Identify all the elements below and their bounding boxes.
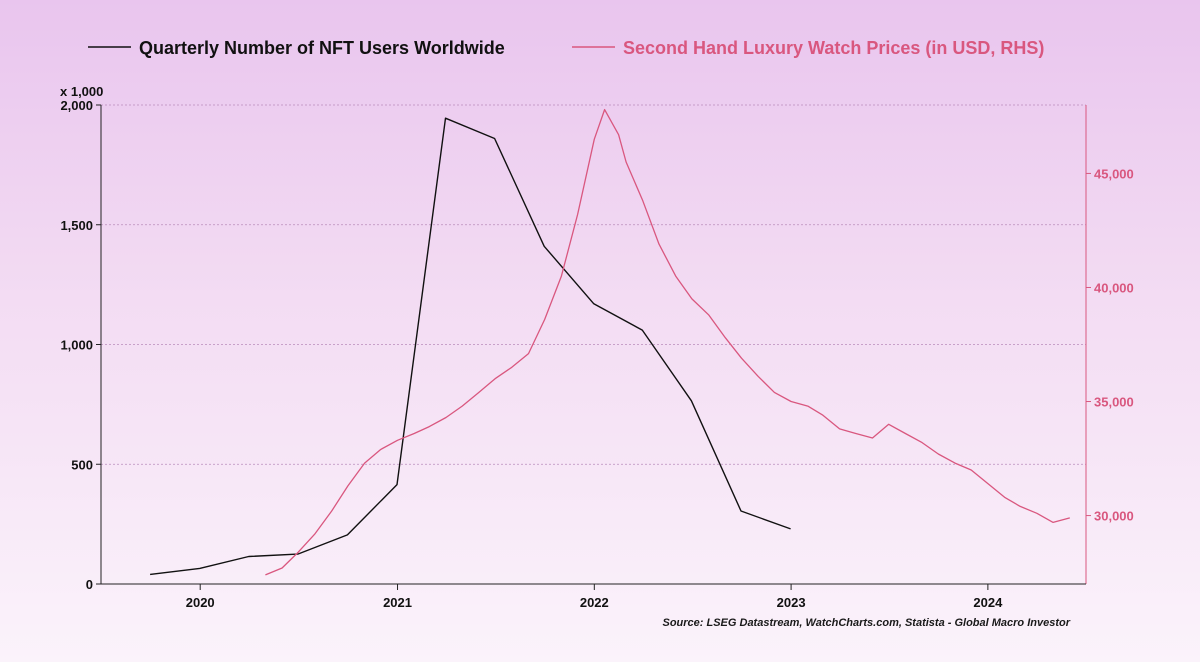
right-axis-tick-label: 40,000 <box>1094 280 1134 295</box>
series-lines <box>150 108 1070 576</box>
left-axis-tick-label: 0 <box>86 577 93 592</box>
right-axis-tick-label: 45,000 <box>1094 166 1134 181</box>
left-axis-tick-label: 500 <box>71 457 93 472</box>
x-axis-tick-label: 2022 <box>580 595 609 610</box>
series-line-nft-users <box>150 117 791 576</box>
left-axis-tick-label: 1,000 <box>60 338 93 353</box>
legend-label-nft-users: Quarterly Number of NFT Users Worldwide <box>139 38 505 58</box>
x-axis-tick-label: 2020 <box>186 595 215 610</box>
gridlines <box>101 104 1086 465</box>
left-axis-tick-label: 2,000 <box>60 98 93 113</box>
legend-label-watch-prices: Second Hand Luxury Watch Prices (in USD,… <box>623 38 1044 58</box>
source-note: Source: LSEG Datastream, WatchCharts.com… <box>662 617 1070 629</box>
right-axis-tick-label: 35,000 <box>1094 395 1134 410</box>
axes: 0 500 1,000 1,500 2,000 30,000 35,000 40,000 45,… <box>60 98 1133 610</box>
legend: Quarterly Number of NFT Users Worldwide … <box>88 38 1044 58</box>
x-axis-tick-label: 2023 <box>777 595 806 610</box>
left-axis-unit-label: x 1,000 <box>60 84 103 99</box>
right-axis-tick-label: 30,000 <box>1094 509 1134 524</box>
left-axis-tick-label: 1,500 <box>60 218 93 233</box>
series-line-watch-prices <box>265 108 1070 576</box>
x-axis-tick-label: 2024 <box>973 595 1003 610</box>
x-axis-tick-label: 2021 <box>383 595 412 610</box>
